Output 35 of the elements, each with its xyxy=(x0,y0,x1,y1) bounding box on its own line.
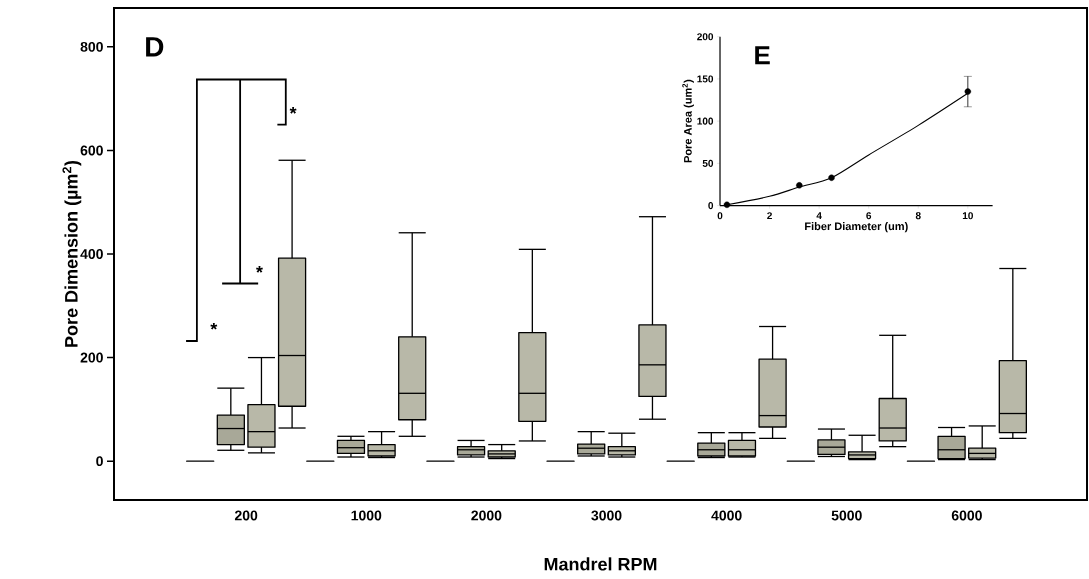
x-tick-label: 3000 xyxy=(591,510,622,521)
point xyxy=(796,182,803,189)
annotation: * xyxy=(289,106,297,114)
y-tick-label: 0 xyxy=(96,456,103,467)
y-tick-label: 800 xyxy=(80,41,103,52)
x-tick-label: 2 xyxy=(767,212,772,220)
annotation: D xyxy=(146,37,164,57)
x-axis-title: Mandrel RPM xyxy=(544,557,657,571)
x-tick-label: 5000 xyxy=(831,510,862,521)
y-tick-label: 200 xyxy=(80,352,103,363)
x-tick-label: 200 xyxy=(234,510,258,521)
y-tick-label: 150 xyxy=(697,75,714,83)
x-tick-label: 8 xyxy=(915,212,921,220)
annotation: E xyxy=(755,46,770,65)
point xyxy=(723,201,731,208)
point xyxy=(828,174,835,181)
y-axis-title: Pore Area (um$^{2}$) xyxy=(682,79,694,163)
x-tick-label: 2000 xyxy=(471,510,502,521)
x-tick-label: 4000 xyxy=(711,510,742,521)
annotation: * xyxy=(256,265,263,273)
y-tick-label: 600 xyxy=(80,145,103,156)
y-tick-label: 100 xyxy=(697,117,714,125)
x-tick-label: 1000 xyxy=(351,510,382,521)
x-tick-label: 4 xyxy=(816,212,822,220)
y-tick-label: 50 xyxy=(702,159,714,167)
y-tick-label: 0 xyxy=(708,202,714,210)
y-tick-label: 200 xyxy=(697,33,714,41)
x-tick-label: 6000 xyxy=(951,510,982,521)
x-axis-title: Fiber Diameter (um) xyxy=(805,222,908,233)
y-tick-label: 400 xyxy=(80,249,103,259)
annotation: * xyxy=(210,322,218,330)
x-tick-label: 0 xyxy=(717,212,723,220)
x-tick-label: 10 xyxy=(962,212,973,220)
x-tick-label: 6 xyxy=(866,212,872,220)
point xyxy=(964,88,972,95)
